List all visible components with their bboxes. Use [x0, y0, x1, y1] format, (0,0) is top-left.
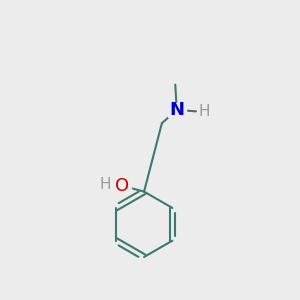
Text: N: N — [169, 101, 184, 119]
Bar — [168, 103, 186, 117]
Bar — [112, 178, 131, 193]
Text: H: H — [199, 104, 210, 119]
Text: O: O — [115, 177, 129, 195]
Text: H: H — [100, 177, 111, 192]
